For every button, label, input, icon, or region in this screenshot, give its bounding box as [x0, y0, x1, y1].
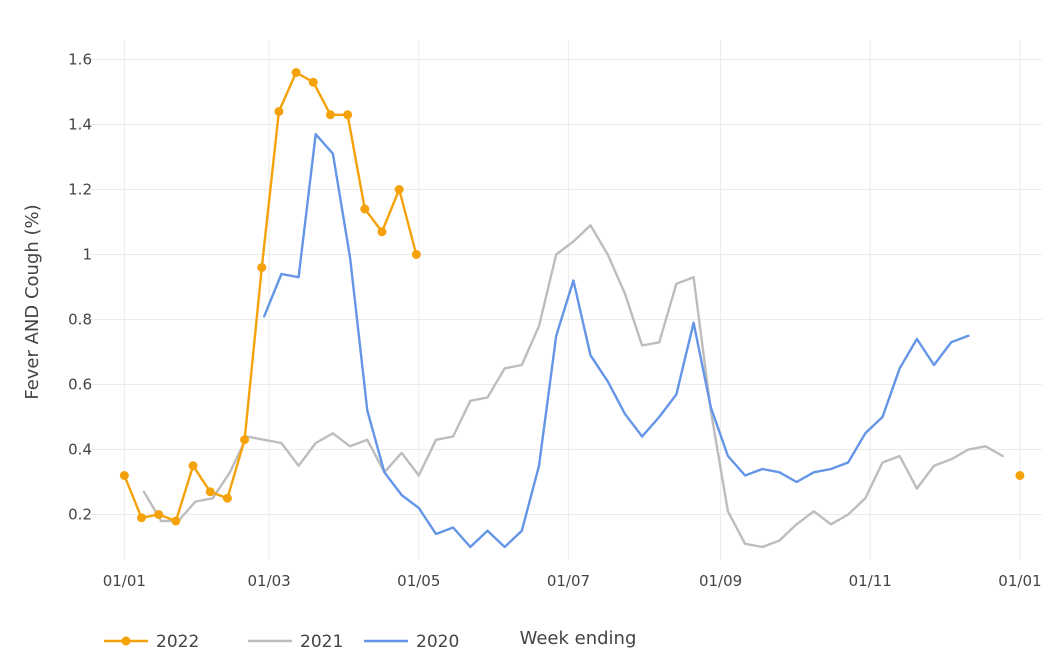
x-tick-label: 01/09 — [699, 572, 742, 590]
x-tick-label: 01/11 — [849, 572, 892, 590]
data-point-2022 — [325, 110, 335, 120]
data-point-2022 — [119, 471, 129, 480]
x-tick-label: 01/05 — [397, 572, 440, 590]
y-axis-title: Fever AND Cough (%) — [22, 204, 43, 399]
data-point-2022 — [394, 185, 404, 194]
legend-item-2020[interactable]: 2020 — [364, 632, 459, 652]
data-point-2022 — [308, 77, 318, 87]
data-point-2022 — [360, 204, 370, 214]
legend: 2022 2021 2020 — [104, 632, 459, 652]
legend-item-2022[interactable]: 2022 — [104, 632, 199, 652]
x-tick-label: 01/01 — [998, 572, 1041, 590]
data-point-2022 — [377, 227, 387, 237]
data-point-2022 — [205, 487, 215, 497]
data-point-2022 — [154, 510, 164, 519]
data-point-2022 — [411, 250, 421, 259]
data-point-2022 — [274, 107, 284, 116]
legend-label: 2020 — [416, 632, 459, 652]
y-tick-label: 1.4 — [68, 116, 92, 134]
data-point-2022 — [171, 516, 181, 526]
data-point-2022 — [1015, 471, 1025, 480]
axes: 0.2 0.4 0.6 0.8 1 1.2 1.4 1.6 01/01 01/03 01/05 01/… — [68, 51, 1041, 591]
data-point-2022 — [137, 513, 147, 523]
y-tick-label: 1.2 — [68, 181, 92, 199]
series-lines — [119, 68, 1025, 549]
x-tick-label: 01/07 — [547, 572, 590, 590]
series-line-2022 — [123, 71, 418, 523]
data-point-2022 — [291, 68, 301, 77]
y-tick-label: 1.6 — [68, 51, 92, 69]
legend-marker — [121, 636, 131, 646]
series-line-2020 — [263, 132, 970, 549]
y-tick-label: 0.8 — [68, 311, 92, 329]
data-point-2022 — [257, 263, 267, 272]
data-point-2022 — [222, 493, 232, 503]
x-axis-title: Week ending — [520, 628, 637, 649]
x-tick-label: 01/01 — [103, 572, 146, 590]
series-line-2021 — [142, 224, 1004, 549]
y-tick-label: 0.2 — [68, 506, 92, 524]
data-point-2022 — [188, 461, 198, 471]
data-point-2022 — [240, 435, 250, 445]
y-tick-label: 0.6 — [68, 376, 92, 394]
legend-label: 2021 — [300, 632, 343, 652]
legend-label: 2022 — [156, 632, 199, 652]
legend-item-2021[interactable]: 2021 — [248, 632, 343, 652]
data-point-2022 — [343, 110, 353, 120]
y-tick-label: 0.4 — [68, 441, 92, 459]
y-tick-label: 1 — [82, 246, 92, 264]
x-tick-label: 01/03 — [247, 572, 290, 590]
